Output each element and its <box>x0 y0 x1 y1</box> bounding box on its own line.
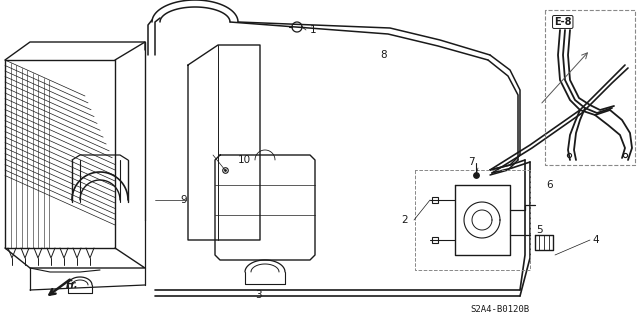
Text: 7: 7 <box>468 157 475 167</box>
Text: 3: 3 <box>255 290 261 300</box>
Text: 5: 5 <box>536 225 543 235</box>
Text: 2: 2 <box>401 215 408 225</box>
Text: Fr.: Fr. <box>66 280 79 290</box>
Text: 4: 4 <box>592 235 598 245</box>
Text: 6: 6 <box>546 180 552 190</box>
Text: 8: 8 <box>380 50 387 60</box>
Text: 1: 1 <box>310 25 317 35</box>
Text: E-8: E-8 <box>554 17 572 27</box>
Text: 10: 10 <box>238 155 251 165</box>
Text: 9: 9 <box>180 195 187 205</box>
Text: S2A4-B0120B: S2A4-B0120B <box>470 306 529 315</box>
